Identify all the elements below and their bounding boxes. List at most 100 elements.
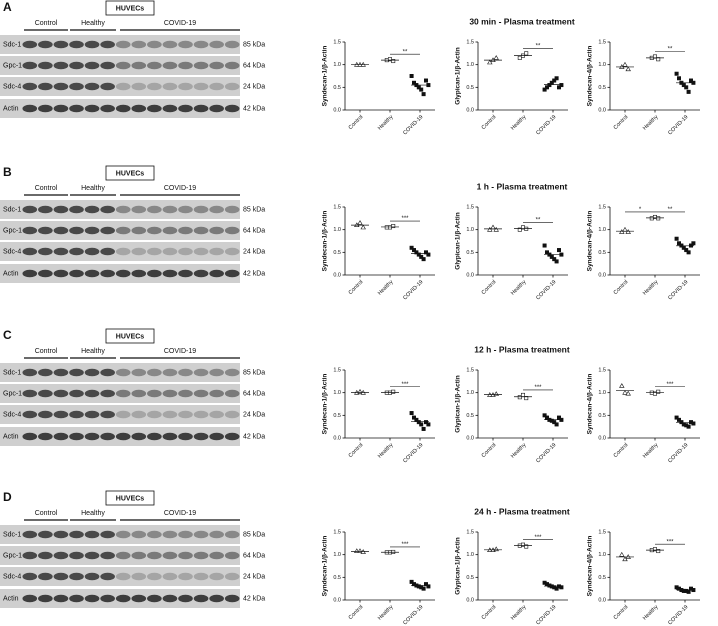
panel-label: C bbox=[3, 328, 12, 342]
blot-band bbox=[224, 530, 240, 539]
kda-label: 42 kDa bbox=[243, 270, 265, 277]
blot-band bbox=[209, 61, 224, 70]
blot-band bbox=[193, 572, 209, 581]
blot-band bbox=[178, 226, 193, 235]
x-tick-label: Control bbox=[348, 279, 365, 296]
y-tick-label: 1.0 bbox=[466, 390, 474, 396]
panel-label: B bbox=[3, 165, 12, 179]
x-tick-label: Healthy bbox=[642, 442, 660, 460]
kda-label: 64 kDa bbox=[243, 227, 265, 234]
y-tick-label: 1.0 bbox=[598, 227, 606, 233]
blot-band bbox=[224, 247, 240, 256]
point bbox=[421, 586, 426, 591]
blot-band bbox=[100, 530, 115, 539]
blot-band bbox=[22, 530, 38, 539]
blot-band bbox=[193, 368, 209, 377]
y-tick-label: 0.0 bbox=[466, 435, 474, 441]
blot-band bbox=[38, 104, 53, 113]
point bbox=[622, 61, 628, 67]
blot-band bbox=[209, 368, 224, 377]
x-tick-label: Healthy bbox=[642, 604, 660, 622]
blot-band bbox=[178, 205, 193, 214]
blot-band bbox=[69, 40, 84, 49]
kda-label: 85 kDa bbox=[243, 369, 265, 376]
kda-label: 85 kDa bbox=[243, 41, 265, 48]
point bbox=[423, 78, 428, 83]
blot-band bbox=[178, 594, 193, 603]
blot-band bbox=[131, 551, 147, 560]
point bbox=[421, 426, 426, 431]
x-tick-label: Control bbox=[348, 114, 365, 131]
x-tick-label: Healthy bbox=[642, 279, 660, 297]
blot-band bbox=[131, 572, 147, 581]
point bbox=[524, 544, 529, 549]
point bbox=[357, 220, 363, 225]
blot-band bbox=[84, 82, 100, 91]
point bbox=[426, 422, 431, 427]
y-axis-label: Glypican-1/β-Actin bbox=[455, 212, 462, 269]
group-label: Healthy bbox=[81, 20, 105, 27]
blot-band bbox=[147, 247, 162, 256]
group-label: COVID-19 bbox=[164, 348, 196, 355]
blot-band bbox=[162, 40, 178, 49]
blot-band bbox=[162, 104, 178, 113]
blot-band bbox=[22, 226, 38, 235]
blot-band bbox=[209, 40, 224, 49]
blot-band bbox=[22, 82, 38, 91]
kda-label: 24 kDa bbox=[243, 573, 265, 580]
blot-band bbox=[69, 205, 84, 214]
point bbox=[684, 248, 689, 253]
y-axis-label: Syndecan-1/β-Actin bbox=[322, 536, 329, 597]
blot-band bbox=[22, 247, 38, 256]
blot-band bbox=[193, 82, 209, 91]
blot-band bbox=[131, 226, 147, 235]
row-label: Sdc-4 bbox=[3, 83, 21, 90]
blot-band bbox=[100, 226, 115, 235]
blot-band bbox=[147, 389, 162, 398]
y-tick-label: 0.5 bbox=[598, 250, 606, 256]
point bbox=[554, 76, 559, 81]
kda-label: 85 kDa bbox=[243, 531, 265, 538]
kda-label: 64 kDa bbox=[243, 390, 265, 397]
blot-band bbox=[115, 432, 131, 441]
blot-band bbox=[193, 104, 209, 113]
blot-band bbox=[193, 269, 209, 278]
panel-title: 1 h - Plasma treatment bbox=[477, 181, 568, 191]
kda-label: 42 kDa bbox=[243, 433, 265, 440]
badge: HUVECs bbox=[116, 5, 145, 12]
blot-band bbox=[100, 389, 115, 398]
blot-band bbox=[53, 82, 69, 91]
group-label: Control bbox=[35, 348, 58, 355]
y-tick-label: 0.5 bbox=[333, 250, 341, 256]
blot-band bbox=[38, 205, 53, 214]
y-axis-label: Glypican-1/β-Actin bbox=[455, 537, 462, 594]
blot-band bbox=[100, 205, 115, 214]
group-label: Control bbox=[35, 185, 58, 192]
point bbox=[493, 55, 499, 60]
blot-band bbox=[115, 368, 131, 377]
point bbox=[517, 395, 522, 400]
blot-band bbox=[53, 205, 69, 214]
blot-band bbox=[178, 572, 193, 581]
blot-band bbox=[147, 594, 162, 603]
blot-band bbox=[162, 368, 178, 377]
point bbox=[426, 252, 431, 257]
blot-band bbox=[209, 410, 224, 419]
blot-band bbox=[131, 594, 147, 603]
point bbox=[414, 250, 419, 255]
blot-band bbox=[115, 551, 131, 560]
point bbox=[411, 415, 416, 420]
blot-band bbox=[147, 40, 162, 49]
point bbox=[684, 85, 689, 90]
blot-band bbox=[38, 247, 53, 256]
blot-band bbox=[209, 104, 224, 113]
point bbox=[487, 226, 493, 232]
significance-label: *** bbox=[666, 539, 674, 545]
blot-band bbox=[224, 572, 240, 581]
point bbox=[487, 59, 493, 65]
y-tick-label: 0.0 bbox=[466, 597, 474, 603]
point bbox=[517, 55, 522, 60]
blot-band bbox=[224, 368, 240, 377]
blot-band bbox=[53, 551, 69, 560]
blot-band bbox=[162, 432, 178, 441]
